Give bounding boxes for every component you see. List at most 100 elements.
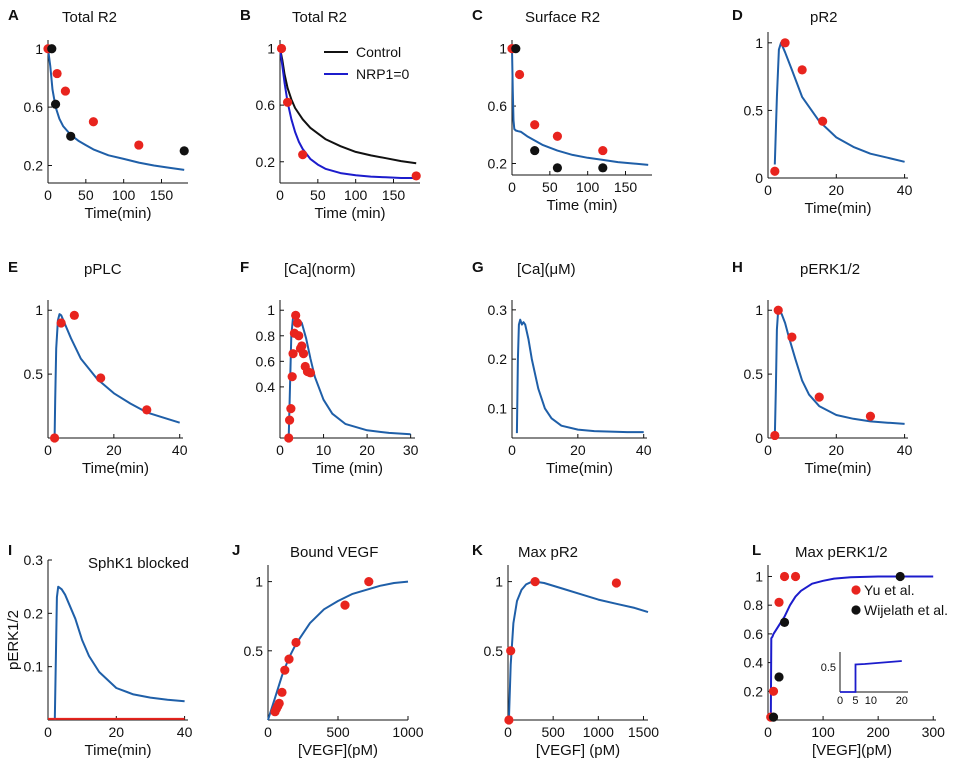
panel-title-b: Total R2 xyxy=(292,9,347,26)
data-point-black-data xyxy=(511,44,521,54)
panel-letter-g: G xyxy=(472,259,484,276)
data-point-red-data xyxy=(797,65,807,75)
series-line-model xyxy=(267,580,409,721)
panel-letter-i: I xyxy=(8,542,12,559)
panel-a: A Total R2 0 50 100 150 0.2 0.6 1 Time(min) xyxy=(8,7,189,222)
x-tick-label: 40 xyxy=(636,442,652,458)
data-point-red-data xyxy=(773,305,783,315)
panel-l: L Max pERK1/20 100 200 3000.20.40.60.81[VEGF… xyxy=(744,542,949,759)
panel-letter-f: F xyxy=(240,259,249,276)
legend-entry: Control xyxy=(356,44,401,60)
data-point-black-data xyxy=(50,99,61,109)
y-tick-label: 1 xyxy=(35,302,43,318)
y-tick-label: 0.6 xyxy=(256,353,276,369)
x-tick-label: 100 xyxy=(576,179,600,195)
data-point-yu-et-al- xyxy=(790,571,801,582)
panel-letter-h: H xyxy=(732,259,743,276)
panel-title-e: pPLC xyxy=(84,261,122,278)
data-point-red-data xyxy=(69,310,79,320)
x-tick-label: 1500 xyxy=(628,724,659,740)
x-axis-label: [VEGF] (pM) xyxy=(536,742,620,759)
panel-title-a: Total R2 xyxy=(62,9,117,26)
data-point-red-data xyxy=(504,715,514,725)
y-tick-label: 0.4 xyxy=(744,655,764,671)
x-tick-label: 1000 xyxy=(392,724,423,740)
y-tick-label: 0.2 xyxy=(744,683,764,699)
data-point-red-data xyxy=(298,349,309,359)
x-tick-label: 1000 xyxy=(583,724,614,740)
data-point-red-data xyxy=(60,86,71,96)
panel-letter-d: D xyxy=(732,7,743,24)
y-tick-label: 0.6 xyxy=(256,97,276,113)
y-tick-label: 1 xyxy=(255,574,263,590)
panel-f: F [Ca](norm) 0 10 20 30 0.4 0.6 0.8 1 Time (min) xyxy=(240,259,419,477)
data-point-red-data xyxy=(514,69,525,80)
series-line-model xyxy=(769,575,934,721)
data-point-red-data xyxy=(340,600,350,610)
y-tick-label: 0 xyxy=(755,430,763,446)
panel-letter-b: B xyxy=(240,7,251,24)
legend: Yu et al. Wijelath et al. xyxy=(851,582,948,618)
y-tick-label: 0.5 xyxy=(744,366,764,382)
panel-i: I SphK1 blocked 0 20 40 0.1 0.2 0.3 Time(min) pER… xyxy=(5,542,193,759)
panel-letter-j: J xyxy=(232,542,240,559)
inset-x-tick-label: 0 xyxy=(837,695,843,707)
panel-k: K Max pR2 0 500 1000 1500 0.5 1 [VEGF] (pM) xyxy=(472,542,659,759)
data-point-black-data xyxy=(530,145,540,156)
series-line-model xyxy=(515,318,644,434)
y-tick-label: 0.8 xyxy=(744,597,764,613)
x-tick-label: 200 xyxy=(866,724,890,740)
y-tick-label: 0.5 xyxy=(744,102,764,118)
x-tick-label: 0 xyxy=(764,182,772,198)
panel-b: B Total R2 0 50 100 150 0.2 0.6 1 Time (min) Contr… xyxy=(240,7,421,222)
x-tick-label: 0 xyxy=(44,187,52,203)
data-point-red-data xyxy=(611,578,621,588)
data-point-red-data xyxy=(294,331,304,341)
data-point-red-data xyxy=(287,372,297,382)
x-tick-label: 20 xyxy=(359,442,375,458)
x-tick-label: 500 xyxy=(326,724,350,740)
y-tick-label: 0.5 xyxy=(24,366,44,382)
data-point-red-data xyxy=(787,332,797,342)
x-axis-label: Time(min) xyxy=(805,200,872,217)
x-axis-label: [VEGF](pM) xyxy=(298,742,378,759)
y-tick-label: 1 xyxy=(267,302,275,318)
data-point-red-data xyxy=(291,310,301,320)
data-point-red-data xyxy=(134,140,144,150)
y-tick-label: 0.2 xyxy=(488,351,508,367)
x-axis-label: Time (min) xyxy=(312,460,383,477)
panel-letter-k: K xyxy=(472,542,483,559)
x-tick-label: 0 xyxy=(504,724,512,740)
x-axis-label: [VEGF](pM) xyxy=(812,742,892,759)
panel-letter-e: E xyxy=(8,259,18,276)
inset-y-tick-label: 0.5 xyxy=(821,662,836,674)
series-line-model xyxy=(53,585,185,721)
panel-title-i: SphK1 blocked xyxy=(88,555,189,572)
x-tick-label: 0 xyxy=(508,442,516,458)
panel-title-h: pERK1/2 xyxy=(800,261,860,278)
y-tick-label: 1 xyxy=(495,574,503,590)
data-point-red-data xyxy=(291,637,301,648)
panel-c: C Surface R2 0 50 100 150 0.2 0.6 1 Time (min) xyxy=(472,7,652,214)
x-axis-label: Time(min) xyxy=(805,460,872,477)
data-point-wijelath-et-al- xyxy=(895,571,905,582)
x-tick-label: 300 xyxy=(922,724,946,740)
data-point-red-data xyxy=(780,38,790,48)
data-point-red-data xyxy=(770,166,780,176)
x-tick-label: 0 xyxy=(44,724,52,740)
y-tick-label: 0.2 xyxy=(256,154,276,170)
y-tick-label: 0.2 xyxy=(488,156,508,172)
x-tick-label: 0 xyxy=(764,724,772,740)
data-point-red-data xyxy=(506,646,516,656)
x-tick-label: 20 xyxy=(829,442,845,458)
data-point-black-data xyxy=(552,163,563,173)
x-axis-label: Time(min) xyxy=(546,460,613,477)
y-tick-label: 0.8 xyxy=(256,328,276,344)
data-point-red-data xyxy=(598,145,608,156)
y-tick-label: 0.2 xyxy=(24,157,44,173)
data-point-red-data xyxy=(284,433,294,443)
y-tick-label: 0.1 xyxy=(24,659,44,675)
